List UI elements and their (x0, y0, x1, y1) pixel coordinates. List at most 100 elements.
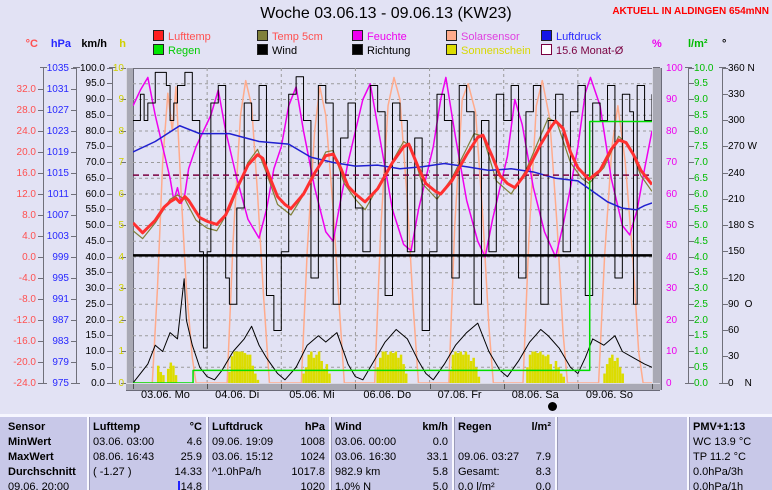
legend-item-sonnenschein: Sonnenschein (446, 44, 531, 57)
axis-ruler-luftdruck (76, 68, 77, 383)
axis-tick (723, 120, 728, 121)
axis-tick (71, 193, 76, 195)
axis-tick-label: 991 (52, 293, 69, 305)
axis-cap (719, 383, 726, 384)
axis-tick-label: 979 (52, 356, 69, 368)
axis-tick (689, 366, 694, 368)
axis-tick-label: 0.0 (22, 251, 36, 263)
axis-tick-label: 100.0 (79, 62, 105, 74)
row-label-text: MaxWert (8, 451, 54, 463)
row-label-text: Sensor (8, 421, 46, 433)
table-cell: 03.06. 03:00 4.6 (88, 435, 207, 450)
axis-tick-label: 90.0 (85, 94, 105, 105)
axis-cap (109, 67, 116, 68)
axis-tick (121, 351, 126, 352)
column-header-text: Lufttemp (93, 421, 141, 433)
legend-swatch-icon (541, 44, 552, 55)
cell-value: 1024 (300, 451, 325, 463)
axis-tick (107, 303, 112, 305)
axis-tick-label: 1.5 (694, 330, 708, 342)
axis-tick (121, 288, 126, 289)
legend-swatch-icon (446, 44, 457, 55)
axis-tick (689, 225, 694, 226)
axis-tick (689, 303, 694, 305)
axis-tick-label: 4.0 (694, 251, 708, 263)
axis-tick-label: 40 (666, 251, 678, 263)
axis-tick (71, 109, 76, 111)
cell-value: 0.0 (432, 436, 448, 448)
axis-tick-label: 1019 (46, 146, 69, 158)
axis-tick (107, 382, 112, 384)
axis-tick (723, 67, 728, 69)
column-unit-text: l/m² (531, 421, 551, 433)
column-header-text: Luftdruck (212, 421, 263, 433)
axis-tick-label: -4.0 (18, 272, 36, 284)
legend-label: Sonnenschein (461, 45, 531, 57)
axis-tick (689, 209, 694, 211)
table-cell: 09.06. 03:27 7.9 (453, 450, 556, 465)
legend-item-feuchte: Feuchte (352, 30, 407, 43)
axis-ruler-regen (688, 68, 689, 383)
axis-tick (38, 109, 43, 111)
chart-plot-area (133, 68, 652, 383)
axis-tick-label: 20.0 (85, 314, 105, 326)
table-row-label: Sensor (0, 420, 88, 435)
table-cell: 1.0% N 5.0 (330, 480, 453, 490)
table-cell: 03.06. 15:12 1024 (207, 450, 330, 465)
axis-tick (107, 256, 112, 258)
legend-label: Temp 5cm (272, 31, 323, 43)
table-row-label: MinWert (0, 435, 88, 450)
axis-tick (71, 172, 76, 174)
table-header-cell: PMV+1:13 (688, 420, 772, 435)
axis-tick (71, 298, 76, 300)
station-status-label: AKTUELL IN ALDINGEN 654mNN (612, 6, 769, 17)
table-column-separator-shadow (89, 417, 90, 490)
table-cell: 08.06. 16:43 25.9 (88, 450, 207, 465)
column-header-text: Regen (458, 421, 492, 433)
axis-tick (38, 277, 43, 279)
axis-tick-label: 6.0 (694, 188, 708, 200)
axis-tick (723, 303, 728, 305)
cell-text: 03.06. 15:12 (212, 451, 274, 463)
axis-tick-label: 10 (666, 346, 678, 357)
axis-tick (689, 240, 694, 242)
axis-tick-label: 95.0 (85, 78, 105, 90)
axis-tick-label: 5.0 (694, 220, 708, 231)
axis-tick (689, 162, 694, 163)
x-day-tick (429, 384, 431, 389)
axis-tick-label: 1011 (47, 188, 69, 200)
axis-tick (121, 99, 126, 100)
column-header-text: PMV+1:13 (693, 421, 746, 433)
axis-tick-label: 4.5 (694, 235, 708, 247)
trend-icon (177, 481, 180, 490)
table-column-separator-shadow (557, 417, 558, 490)
axis-tick (38, 151, 43, 153)
legend-swatch-icon (153, 30, 164, 41)
axis-tick-label: 80.0 (85, 125, 105, 137)
axis-tick (107, 114, 112, 116)
axis-tick (107, 209, 112, 211)
axis-tick-label: 3.0 (694, 283, 708, 294)
cell-value: 1017.8 (291, 466, 325, 478)
axis-tick (107, 272, 112, 274)
legend-label: Lufttemp (168, 31, 211, 43)
legend-item-richtung: Richtung (352, 44, 410, 57)
axis-tick (38, 172, 43, 174)
axis-tick (38, 319, 43, 321)
axis-cap (73, 383, 80, 384)
cell-value: 7.9 (535, 451, 551, 463)
axis-tick (38, 130, 43, 132)
axis-tick (107, 351, 112, 352)
axis-tick-label: 55.0 (85, 204, 105, 216)
legend-swatch-icon (352, 44, 363, 55)
table-header-cell: Lufttemp °C (88, 420, 207, 435)
table-cell: 0.0hPa/1h (688, 480, 772, 490)
axis-tick-label: 50.0 (85, 220, 105, 231)
axis-tick (689, 130, 694, 132)
axis-tick-label: 16.0 (16, 167, 36, 179)
axis-tick (689, 351, 694, 352)
x-day-tick (281, 384, 283, 389)
axis-tick-label: 90 (666, 94, 678, 105)
table-column-separator (555, 417, 557, 490)
axis-tick-label: 8.0 (694, 125, 708, 137)
